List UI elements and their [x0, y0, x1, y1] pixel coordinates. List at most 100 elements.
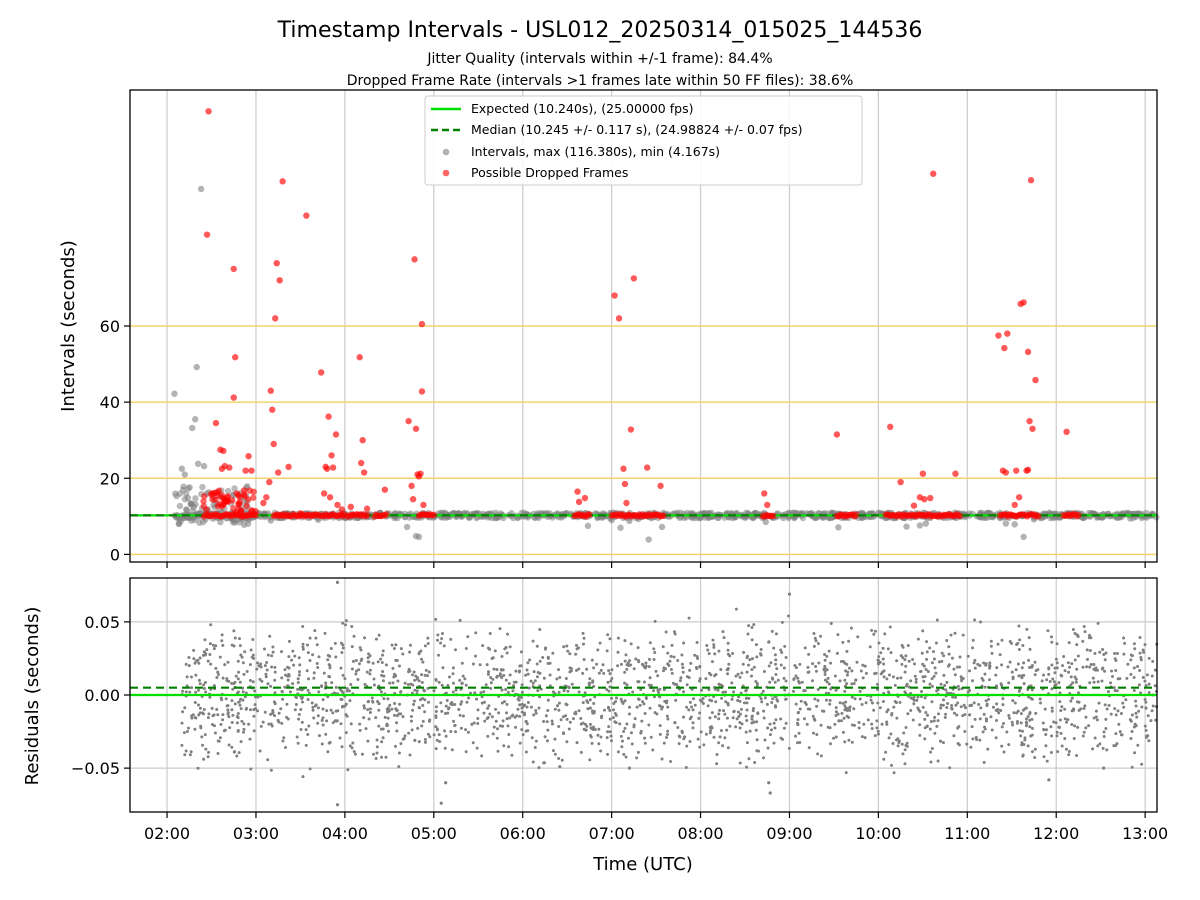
residual-point [482, 711, 486, 715]
residual-point [1059, 673, 1063, 677]
dropped-frame-point [586, 511, 593, 518]
residual-point [1136, 665, 1140, 669]
residual-point [585, 699, 589, 703]
residual-point [362, 704, 366, 708]
residual-point [1087, 724, 1091, 728]
residual-point [599, 749, 603, 753]
residual-point [221, 676, 225, 680]
residual-point [958, 665, 962, 669]
residual-point [338, 736, 342, 740]
residual-point [1030, 688, 1034, 692]
residual-point [1013, 701, 1017, 705]
residual-point [753, 761, 757, 765]
residual-point [297, 656, 301, 660]
residual-point [568, 652, 572, 656]
residual-point [227, 715, 231, 719]
residual-point [1022, 742, 1026, 746]
residual-point [434, 617, 438, 621]
residual-point [472, 721, 476, 725]
residual-point [929, 760, 933, 764]
residual-point [216, 713, 220, 717]
residual-point [792, 678, 796, 682]
residual-point [363, 682, 367, 686]
residual-point [388, 703, 392, 707]
dropped-frame-point [230, 265, 237, 273]
residual-point [958, 655, 962, 659]
residual-point [685, 683, 689, 687]
dropped-frame-point [274, 469, 282, 476]
residual-point [846, 707, 850, 711]
residual-point [803, 646, 807, 650]
residual-point [368, 707, 372, 711]
residual-point [794, 666, 798, 670]
residual-point [688, 739, 692, 743]
residual-point [823, 670, 827, 674]
residual-point [968, 713, 972, 717]
residual-point [310, 701, 314, 705]
residual-point [202, 707, 206, 711]
residual-point [1064, 747, 1068, 751]
dropped-frame-point [574, 488, 581, 495]
residual-point [438, 739, 442, 743]
residual-point [473, 691, 477, 695]
residual-point [262, 647, 266, 651]
residual-point [986, 747, 990, 751]
residual-point [944, 688, 948, 692]
residual-point [940, 659, 944, 663]
residual-point [797, 680, 801, 684]
residual-point [928, 682, 932, 686]
residual-point [608, 730, 612, 734]
residual-point [236, 729, 240, 733]
residual-point [925, 657, 929, 661]
residual-point [944, 712, 948, 716]
residual-point [940, 651, 944, 655]
residual-point [747, 696, 751, 700]
residual-point [797, 731, 801, 735]
residual-point [259, 665, 263, 669]
residual-point [979, 706, 983, 710]
residual-point [1007, 713, 1011, 717]
residual-point [796, 676, 800, 680]
residual-point [610, 668, 614, 672]
residual-point [744, 696, 748, 700]
residual-point [755, 738, 759, 742]
residual-point [866, 718, 870, 722]
dropped-frame-point [328, 452, 335, 459]
residual-point [745, 701, 749, 705]
residual-point [640, 719, 644, 723]
residual-point [407, 731, 411, 735]
residual-point [684, 766, 688, 770]
residual-point [676, 659, 680, 663]
residual-point [214, 666, 218, 670]
dropped-frame-point [620, 465, 627, 472]
residual-point [247, 722, 251, 726]
residual-point [1121, 701, 1125, 705]
residual-point [766, 746, 770, 750]
residual-point [518, 703, 522, 707]
residual-point [1000, 663, 1004, 667]
residual-point [565, 644, 569, 648]
residual-point [1020, 666, 1024, 670]
residual-point [474, 631, 478, 635]
dropped-frame-point [430, 511, 438, 518]
residual-point [921, 629, 925, 633]
dropped-frame-point [1024, 348, 1032, 356]
residual-point [622, 729, 626, 733]
residual-point [416, 726, 420, 730]
residual-point [489, 686, 493, 690]
residual-point [716, 688, 720, 692]
residual-point [182, 731, 186, 735]
residual-point [619, 662, 623, 666]
residual-point [636, 750, 640, 754]
residual-point [1091, 747, 1095, 751]
residual-point [609, 679, 613, 683]
residual-point [188, 753, 192, 757]
residual-point [667, 664, 671, 668]
residual-point [631, 690, 635, 694]
residual-point [796, 723, 800, 727]
dropped-frame-point [621, 480, 629, 488]
residual-point [194, 690, 198, 694]
residual-point [1140, 762, 1144, 766]
residual-point [307, 677, 311, 681]
residual-point [537, 766, 541, 770]
